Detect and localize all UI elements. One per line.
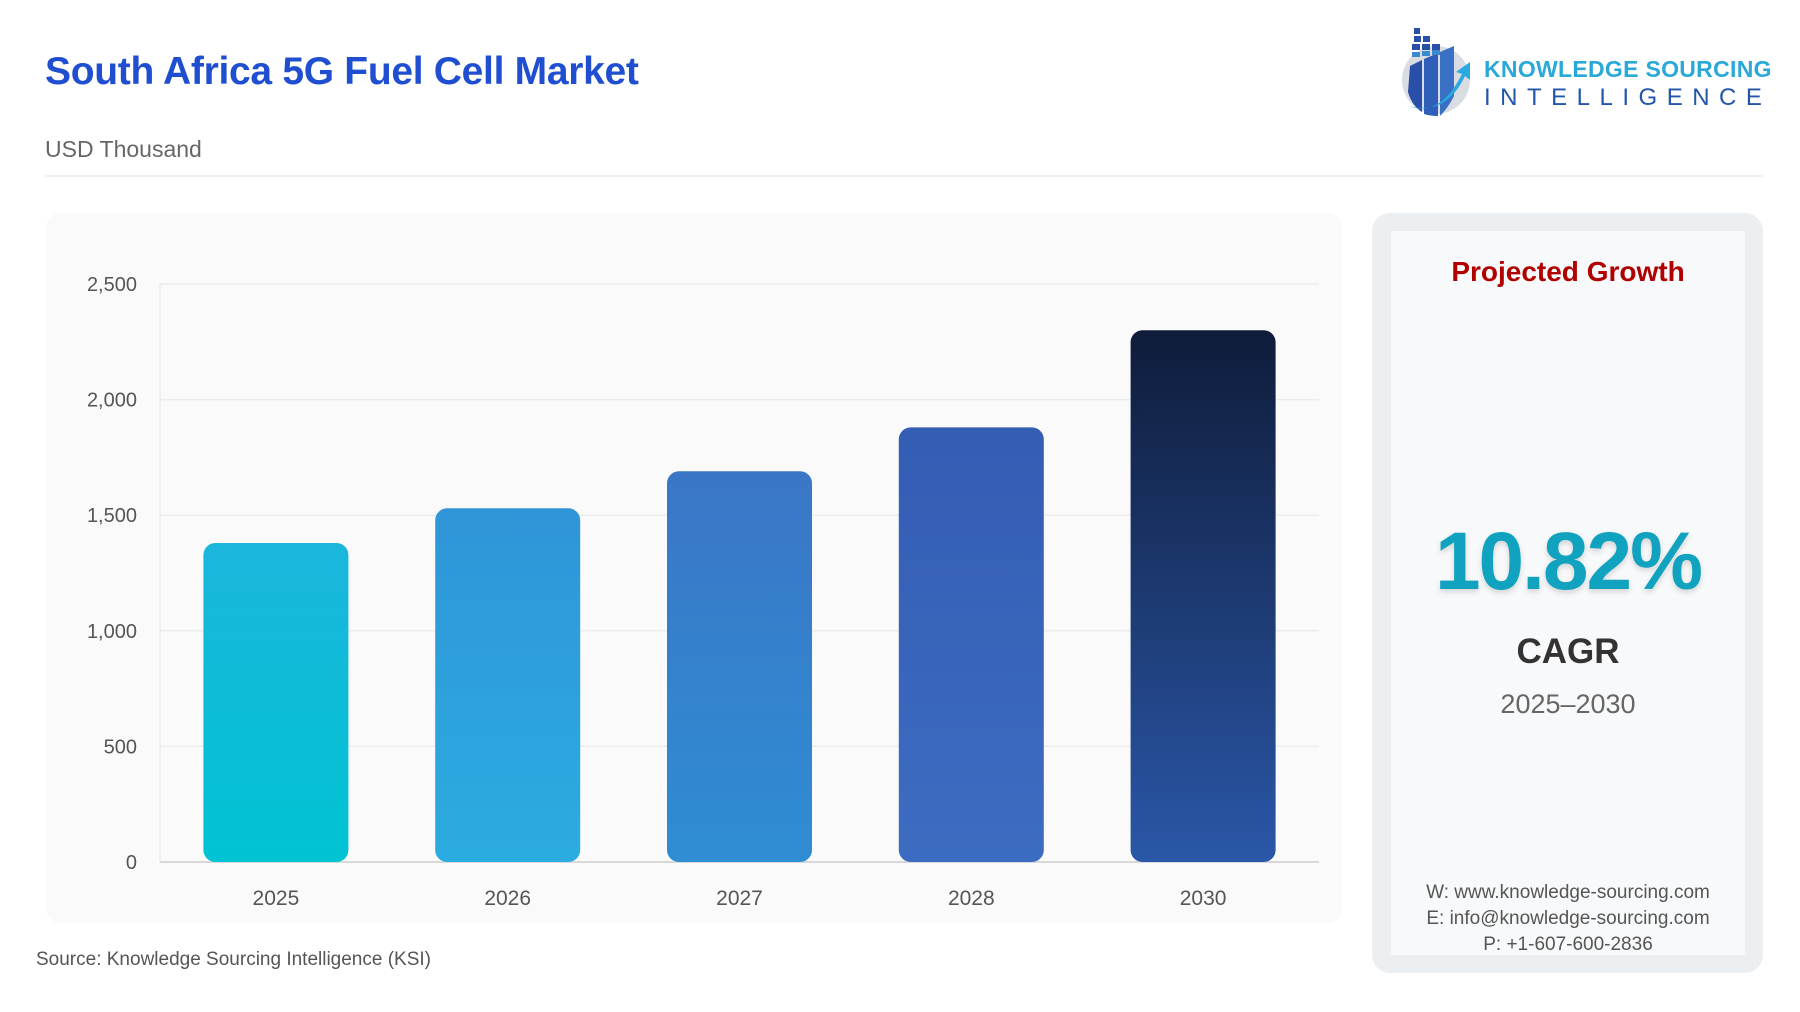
y-tick-label: 500 xyxy=(104,736,137,758)
projected-growth-heading: Projected Growth xyxy=(1451,256,1685,287)
unit-subtitle: USD Thousand xyxy=(45,136,202,162)
company-logo: KNOWLEDGE SOURCING INTELLIGENCE xyxy=(1400,26,1771,118)
cagr-label: CAGR xyxy=(1516,632,1620,671)
contact-email[interactable]: E: info@knowledge-sourcing.com xyxy=(1426,908,1710,929)
bar-chart: 0 500 1,000 1,500 2,000 2,500 2025 2026 2027 2028… xyxy=(87,274,1319,910)
page-title: South Africa 5G Fuel Cell Market xyxy=(45,50,639,93)
x-tick-label: 2030 xyxy=(1180,887,1227,910)
logo-text-line2: INTELLIGENCE xyxy=(1484,84,1772,111)
growth-card-inner xyxy=(1391,231,1745,955)
bar-2030 xyxy=(1130,330,1276,862)
x-tick-label: 2028 xyxy=(948,887,995,910)
y-tick-label: 1,000 xyxy=(87,621,137,643)
contact-phone: P: +1-607-600-2836 xyxy=(1483,934,1653,955)
x-tick-label: 2026 xyxy=(484,887,531,910)
bar-2025 xyxy=(203,542,349,862)
x-tick-label: 2025 xyxy=(253,887,300,910)
cagr-value: 10.82% xyxy=(1434,516,1703,607)
y-tick-label: 2,000 xyxy=(87,390,137,412)
y-tick-label: 1,500 xyxy=(87,505,137,527)
x-tick-label: 2027 xyxy=(716,887,763,910)
bar-2026 xyxy=(435,508,581,862)
source-note: Source: Knowledge Sourcing Intelligence … xyxy=(36,949,432,970)
chart-card: 0 500 1,000 1,500 2,000 2,500 2025 2026 2027 2028… xyxy=(46,213,1342,923)
y-tick-label: 2,500 xyxy=(87,274,137,296)
header-divider xyxy=(45,175,1763,177)
y-tick-label: 0 xyxy=(126,852,137,874)
contact-website[interactable]: W: www.knowledge-sourcing.com xyxy=(1426,882,1710,903)
bar-2028 xyxy=(898,427,1044,862)
logo-text-line1: KNOWLEDGE SOURCING xyxy=(1484,56,1772,82)
bar-2027 xyxy=(667,471,812,862)
logo-mark-icon xyxy=(1402,28,1470,116)
cagr-period: 2025–2030 xyxy=(1500,689,1636,719)
